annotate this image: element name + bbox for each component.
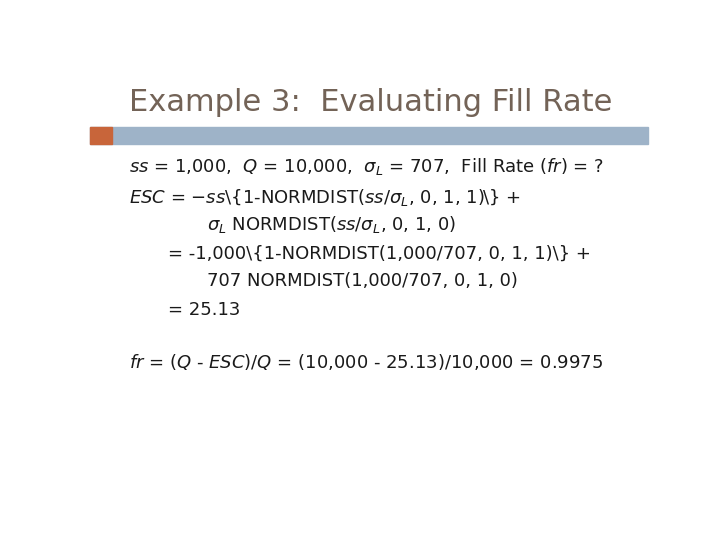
Text: $ss$ = 1,000,  $Q$ = 10,000,  $\sigma$$_L$ = 707,  Fill Rate ($fr$) = ?: $ss$ = 1,000, $Q$ = 10,000, $\sigma$$_L$… <box>129 156 604 177</box>
Bar <box>90 127 112 144</box>
Text: 707 NORMDIST(1,000/707, 0, 1, 0): 707 NORMDIST(1,000/707, 0, 1, 0) <box>207 272 518 290</box>
Text: = 25.13: = 25.13 <box>168 301 240 319</box>
Text: Example 3:  Evaluating Fill Rate: Example 3: Evaluating Fill Rate <box>129 87 613 117</box>
Text: $ESC$ = $-ss$\{1-NORMDIST($ss$/$\sigma$$_L$, 0, 1, 1)\} +: $ESC$ = $-ss$\{1-NORMDIST($ss$/$\sigma$$… <box>129 187 521 208</box>
Bar <box>90 127 648 144</box>
Text: $fr$ = ($Q$ - $ESC$)/$Q$ = (10,000 - 25.13)/10,000 = 0.9975: $fr$ = ($Q$ - $ESC$)/$Q$ = (10,000 - 25.… <box>129 352 603 372</box>
Text: = -1,000\{1-NORMDIST(1,000/707, 0, 1, 1)\} +: = -1,000\{1-NORMDIST(1,000/707, 0, 1, 1)… <box>168 245 591 263</box>
Text: $\sigma$$_L$ NORMDIST($ss$/$\sigma$$_L$, 0, 1, 0): $\sigma$$_L$ NORMDIST($ss$/$\sigma$$_L$,… <box>207 214 456 235</box>
